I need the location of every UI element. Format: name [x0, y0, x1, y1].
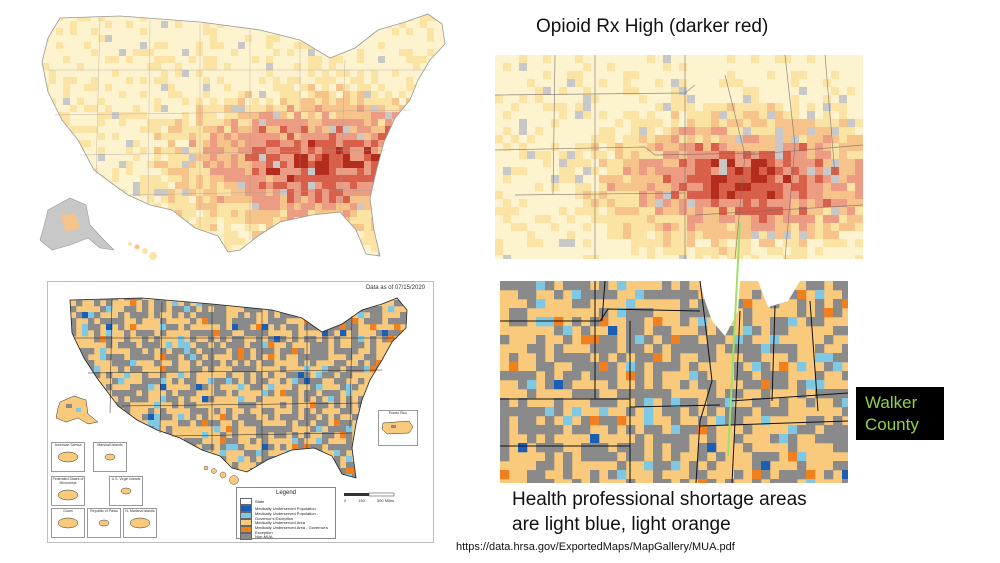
puerto-rico-inset: Puerto Rico	[378, 410, 418, 446]
legend-swatch	[240, 519, 252, 526]
walker-county-label: Walker County	[856, 387, 944, 440]
legend-label: Medically Underserved Population - Gover…	[255, 510, 319, 521]
source-url: https://data.hrsa.gov/ExportedMaps/MapGa…	[456, 541, 735, 553]
caption-line-1: Health professional shortage areas	[512, 489, 807, 510]
alaska-shape	[39, 197, 115, 251]
chart-title: Opioid Rx High (darker red)	[536, 16, 769, 37]
walker-label-line-1: Walker	[865, 392, 918, 412]
legend-item: Medically Underserved Population	[240, 505, 332, 512]
legend-item: Medically Underserved Area	[240, 519, 332, 526]
lake-michigan	[700, 281, 740, 336]
legend-swatch	[240, 526, 252, 533]
legend-title: Legend	[275, 490, 297, 496]
scale-bar: 0 150 300 Miles	[344, 492, 424, 503]
inset-label: Federated States of Micronesia	[52, 477, 84, 485]
legend-label: State	[255, 499, 265, 504]
hrsa-us-map: Data as of 07/15/2020 American Samoa Mars…	[47, 281, 434, 543]
legend-item: Medically Underserved Area - Governor's …	[240, 524, 332, 535]
walker-label-line-2: County	[865, 414, 919, 434]
opioid-us-map	[0, 0, 460, 268]
opioid-zoomed-map	[495, 55, 863, 259]
territory-inset: Federated States of Micronesia	[51, 476, 85, 506]
lake-erie	[758, 281, 800, 307]
map-legend: Legend State Medically Underserved Popula…	[236, 487, 336, 540]
territory-inset: U.S. Virgin Islands	[109, 476, 143, 506]
legend-label: Medically Underserved Area - Governor's …	[255, 524, 329, 535]
legend-label: Medically Underserved Area	[255, 520, 306, 525]
inset-label: N. Mariana Islands	[125, 509, 155, 513]
territory-inset: Guam	[51, 508, 85, 538]
legend-label: Non-MUA	[255, 534, 273, 539]
scale-label-0: 0	[344, 498, 347, 503]
legend-swatch	[240, 498, 252, 505]
caption-line-2: are light blue, light orange	[512, 514, 731, 535]
scale-label-150: 150	[358, 498, 365, 503]
inset-label: Guam	[63, 509, 73, 513]
legend-item: Non-MUA	[240, 533, 332, 540]
shortage-caption: Health professional shortage areas are l…	[512, 487, 812, 537]
inset-label: U.S. Virgin Islands	[111, 477, 141, 481]
hrsa-zoomed-map	[500, 281, 848, 483]
legend-swatch	[240, 505, 252, 512]
territory-inset: Marshall Islands	[93, 442, 127, 472]
inset-label: Marshall Islands	[97, 443, 123, 447]
scale-label-300: 300 Miles	[376, 498, 395, 503]
inset-label: American Samoa	[54, 443, 82, 447]
territory-inset: Republic of Palau	[87, 508, 121, 538]
legend-swatch	[240, 533, 252, 540]
legend-item: State	[240, 498, 332, 505]
territory-inset: N. Mariana Islands	[123, 508, 157, 538]
legend-swatch	[240, 512, 252, 519]
hrsa-hawaii	[203, 465, 239, 485]
territory-insets: American Samoa Marshall Islands Federated …	[51, 442, 201, 540]
inset-label: Republic of Palau	[90, 509, 118, 513]
legend-item: Medically Underserved Population - Gover…	[240, 510, 332, 521]
map-date-label: Data as of 07/15/2020	[365, 285, 425, 291]
legend-label: Medically Underserved Population	[255, 506, 316, 511]
territory-inset: American Samoa	[51, 442, 85, 472]
hawaii-shape	[128, 242, 157, 260]
